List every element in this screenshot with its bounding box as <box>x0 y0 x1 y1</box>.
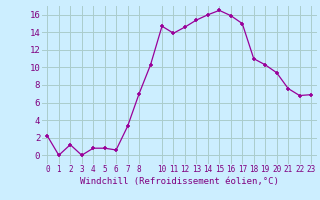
X-axis label: Windchill (Refroidissement éolien,°C): Windchill (Refroidissement éolien,°C) <box>80 177 279 186</box>
